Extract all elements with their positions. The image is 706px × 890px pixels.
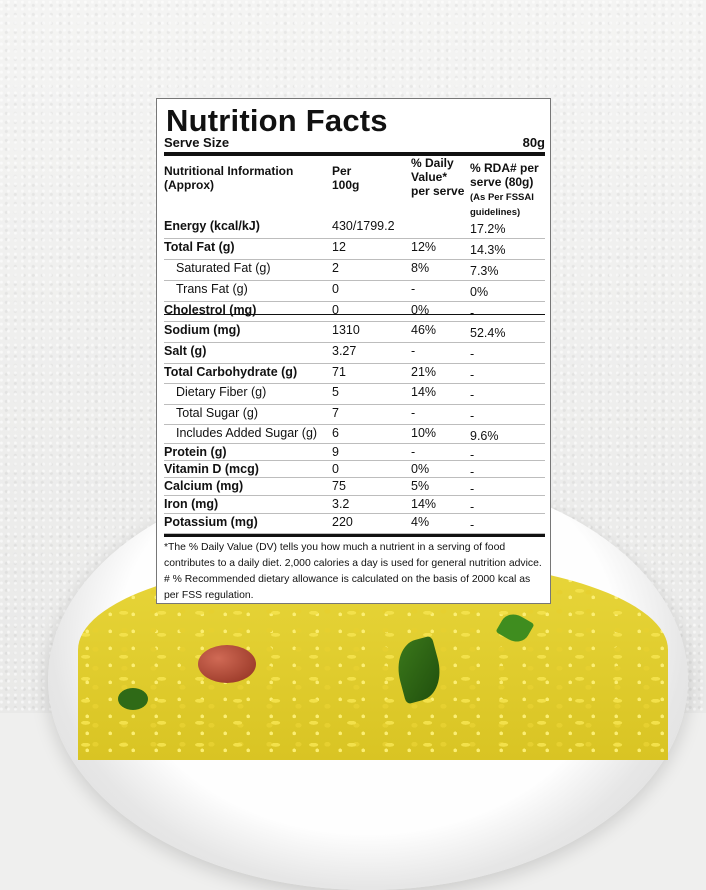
rda-percent: - [470, 368, 475, 382]
rda-percent: 7.3% [470, 264, 499, 278]
rda-percent: - [470, 388, 475, 402]
nutrient-row: Saturated Fat (g) 2 8% 7.3% [164, 259, 545, 281]
nutrient-row: Total Carbohydrate (g) 71 21% - [164, 363, 545, 384]
nutrient-name: Trans Fat (g) [176, 282, 248, 296]
daily-value-percent: 14% [411, 385, 437, 399]
per-100g-value: 3.2 [332, 497, 350, 511]
daily-value-percent: - [411, 282, 416, 296]
per-100g-value: 220 [332, 515, 353, 529]
nutrient-name: Includes Added Sugar (g) [176, 426, 318, 440]
rda-percent: - [470, 347, 475, 361]
per-100g-value: 75 [332, 479, 346, 493]
rda-percent: - [470, 482, 475, 496]
rda-percent: - [470, 465, 475, 479]
header-rda: % RDA# per serve (80g) (As Per FSSAI gui… [470, 161, 550, 219]
daily-value-percent: - [411, 344, 416, 358]
nutrient-row: Vitamin D (mcg) 0 0% - [164, 460, 545, 479]
nutrient-name: Dietary Fiber (g) [176, 385, 267, 399]
daily-value-percent: 14% [411, 497, 437, 511]
nutrient-row: Energy (kcal/kJ) 430/1799.2 17.2% [164, 217, 545, 239]
rda-percent: 9.6% [470, 429, 499, 443]
per-100g-value: 0 [332, 303, 339, 317]
nutrient-name: Total Sugar (g) [176, 406, 258, 420]
daily-value-percent: 0% [411, 462, 430, 476]
nutrient-row: Includes Added Sugar (g) 6 10% 9.6% [164, 424, 545, 444]
per-100g-value: 7 [332, 406, 339, 420]
nutrient-row: Sodium (mg) 1310 46% 52.4% [164, 321, 545, 343]
nutrient-name: Salt (g) [164, 344, 207, 358]
nutrient-row: Calcium (mg) 75 5% - [164, 477, 545, 496]
daily-value-percent: - [411, 406, 416, 420]
header-rda-note: (As Per FSSAI guidelines) [470, 192, 534, 218]
nutrient-row: Total Fat (g) 12 12% 14.3% [164, 238, 545, 260]
serve-size-value: 80g [522, 135, 545, 150]
daily-value-percent: 21% [411, 365, 437, 379]
table-header: Nutritional Information (Approx) Per 100… [164, 156, 545, 315]
nutrient-name: Potassium (mg) [164, 515, 258, 529]
rda-percent: - [470, 306, 475, 320]
per-100g-value: 2 [332, 261, 339, 275]
nutrient-name: Protein (g) [164, 445, 227, 459]
nutrition-facts-label: Nutrition Facts Serve Size 80g Nutrition… [156, 98, 551, 604]
nutrient-name: Cholestrol (mg) [164, 303, 257, 317]
daily-value-percent: 12% [411, 240, 437, 254]
header-per-100g: Per 100g [332, 164, 360, 192]
nutrient-name: Iron (mg) [164, 497, 219, 511]
daily-value-percent: 4% [411, 515, 430, 529]
per-100g-value: 6 [332, 426, 339, 440]
rda-percent: 17.2% [470, 222, 506, 236]
rda-percent: 0% [470, 285, 489, 299]
rda-percent: 52.4% [470, 326, 506, 340]
nutrient-row: Potassium (mg) 220 4% - [164, 513, 545, 534]
header-daily-value: % Daily Value* per serve [411, 156, 465, 198]
peanut-image [198, 645, 256, 683]
header-nutritional-information: Nutritional Information (Approx) [164, 164, 294, 192]
label-title: Nutrition Facts [166, 103, 388, 138]
per-100g-value: 1310 [332, 323, 360, 337]
nutrient-name: Sodium (mg) [164, 323, 241, 337]
per-100g-value: 0 [332, 282, 339, 296]
per-100g-value: 5 [332, 385, 339, 399]
header-rda-label: % RDA# per serve (80g) [470, 161, 539, 189]
footnotes: *The % Daily Value (DV) tells you how mu… [164, 534, 545, 604]
per-100g-value: 71 [332, 365, 346, 379]
nutrient-row: Trans Fat (g) 0 - 0% [164, 280, 545, 302]
daily-value-percent: 0% [411, 303, 430, 317]
per-100g-value: 0 [332, 462, 339, 476]
nutrient-row: Protein (g) 9 - - [164, 443, 545, 462]
nutrient-row: Total Sugar (g) 7 - - [164, 404, 545, 425]
rda-percent: - [470, 448, 475, 462]
per-100g-value: 430/1799.2 [332, 219, 395, 233]
nutrient-name: Saturated Fat (g) [176, 261, 271, 275]
rda-percent: - [470, 518, 475, 532]
nutrient-name: Total Fat (g) [164, 240, 235, 254]
per-100g-value: 9 [332, 445, 339, 459]
per-100g-value: 3.27 [332, 344, 357, 358]
nutrient-row: Iron (mg) 3.2 14% - [164, 495, 545, 514]
daily-value-percent: 46% [411, 323, 437, 337]
rda-percent: 14.3% [470, 243, 506, 257]
daily-value-percent: - [411, 445, 416, 459]
nutrient-name: Energy (kcal/kJ) [164, 219, 260, 233]
nutrient-name: Total Carbohydrate (g) [164, 365, 298, 379]
serve-size-row: Serve Size 80g [164, 135, 545, 156]
footnote-rda: # % Recommended dietary allowance is cal… [164, 574, 531, 601]
rda-percent: - [470, 409, 475, 423]
nutrient-row: Dietary Fiber (g) 5 14% - [164, 383, 545, 405]
serve-size-label: Serve Size [164, 135, 230, 150]
rda-percent: - [470, 500, 475, 514]
nutrient-row: Salt (g) 3.27 - - [164, 342, 545, 364]
daily-value-percent: 8% [411, 261, 430, 275]
nutrient-name: Calcium (mg) [164, 479, 244, 493]
daily-value-percent: 5% [411, 479, 430, 493]
daily-value-percent: 10% [411, 426, 437, 440]
per-100g-value: 12 [332, 240, 346, 254]
curry-leaf-image [118, 688, 148, 710]
nutrient-name: Vitamin D (mcg) [164, 462, 259, 476]
nutrient-row: Cholestrol (mg) 0 0% - [164, 301, 545, 322]
footnote-daily-value: *The % Daily Value (DV) tells you how mu… [164, 542, 542, 569]
